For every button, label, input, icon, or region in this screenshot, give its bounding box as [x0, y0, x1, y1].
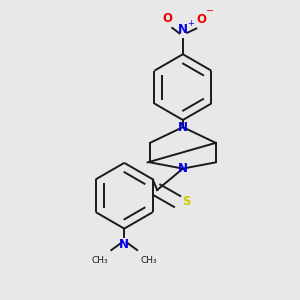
Text: S: S	[182, 195, 191, 208]
Text: −: −	[206, 6, 214, 16]
Text: O: O	[162, 12, 172, 25]
Text: N: N	[178, 23, 188, 36]
Text: CH₃: CH₃	[91, 256, 108, 265]
Text: N: N	[178, 162, 188, 175]
Text: N: N	[178, 121, 188, 134]
Text: CH₃: CH₃	[141, 256, 158, 265]
Text: N: N	[119, 238, 129, 251]
Text: O: O	[196, 13, 206, 26]
Text: +: +	[188, 19, 194, 28]
